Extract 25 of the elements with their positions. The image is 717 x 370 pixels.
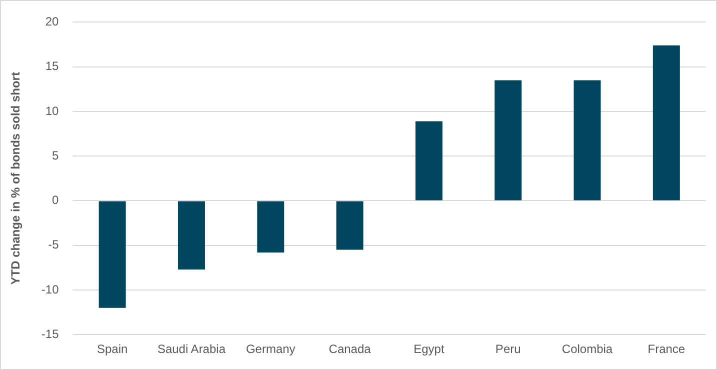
x-tick-label: France [648, 342, 686, 356]
y-tick-label: 15 [45, 59, 60, 74]
x-tick-label: Egypt [414, 342, 445, 356]
x-tick-label: Spain [96, 342, 128, 356]
bar [415, 121, 442, 200]
bar [574, 80, 601, 200]
bar [336, 201, 364, 250]
bar [494, 80, 522, 200]
x-tick-label: Peru [495, 342, 521, 356]
y-tick-label: 20 [45, 14, 60, 29]
y-tick-label: 0 [52, 193, 60, 208]
bar [652, 45, 680, 200]
x-tick-label: Germany [246, 342, 296, 356]
y-tick-label: -5 [48, 238, 60, 252]
y-axis-title: YTD change in % of bonds sold short [8, 72, 23, 285]
bar [178, 201, 205, 270]
bar [98, 201, 126, 308]
y-tick-label: -10 [41, 282, 60, 296]
y-tick-label: 5 [52, 148, 60, 162]
x-tick-label: Canada [328, 342, 372, 356]
bar [257, 201, 284, 252]
x-tick-label: Saudi Arabia [157, 342, 226, 356]
y-tick-label: 10 [45, 104, 60, 118]
y-tick-label: -15 [41, 326, 60, 341]
x-tick-label: Colombia [562, 342, 613, 356]
